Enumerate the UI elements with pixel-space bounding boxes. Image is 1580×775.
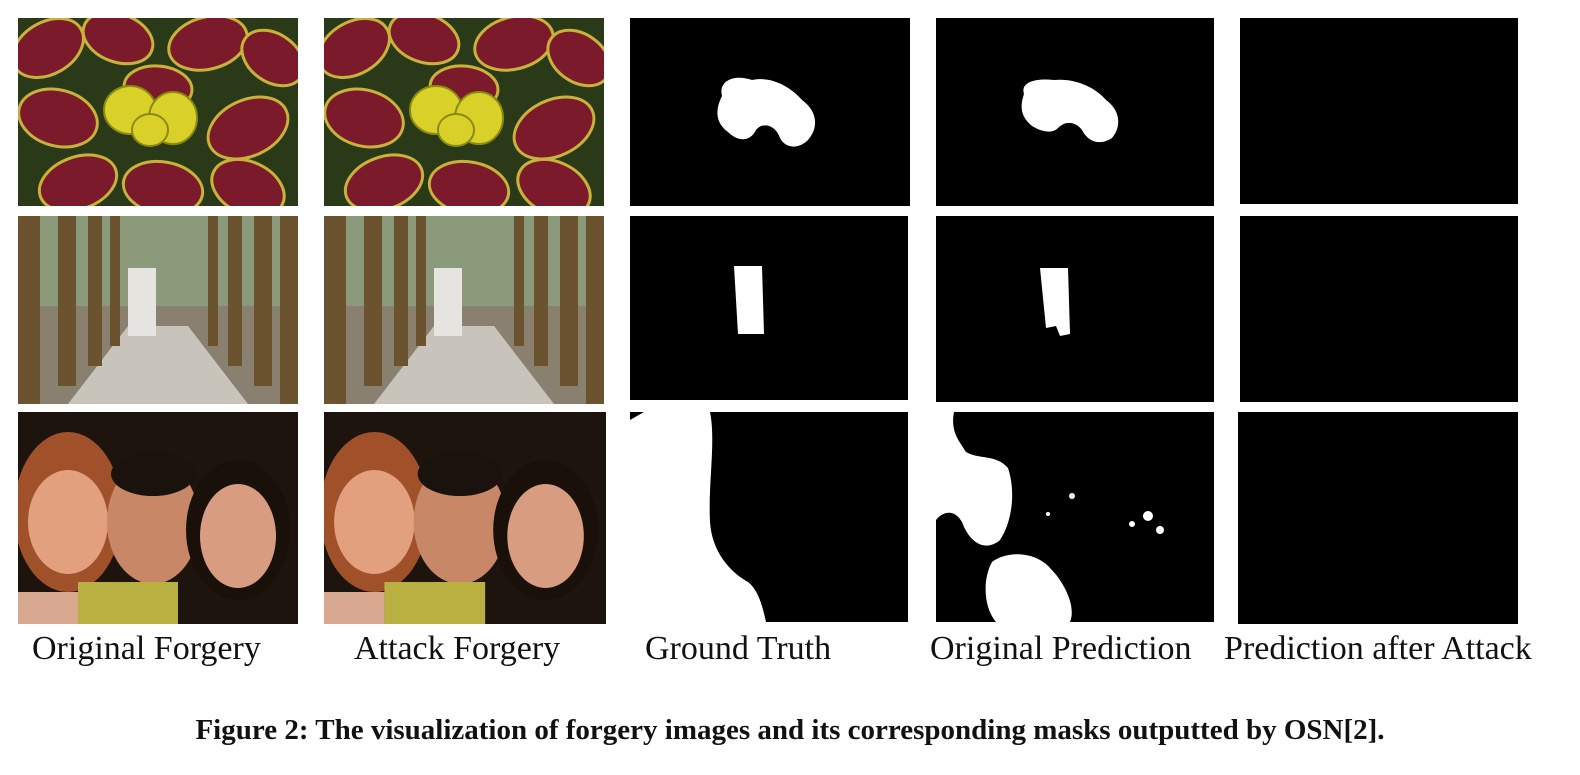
row1-original-prediction-mask [936,18,1214,206]
row3-prediction-after-attack-mask [1238,412,1518,624]
row1-ground-truth-mask [630,18,910,206]
row3-original-prediction-mask [936,412,1214,622]
row2-prediction-after-attack-mask [1240,216,1518,402]
row2-original-forgery-image [18,216,298,404]
row3-attack-forgery-image [324,412,606,624]
label-prediction-after-attack: Prediction after Attack [1224,630,1532,667]
row1-attack-forgery-image [324,18,604,206]
label-ground-truth: Ground Truth [645,630,832,667]
row1-original-forgery-image [18,18,298,206]
figure-caption: Figure 2: The visualization of forgery i… [195,714,1385,746]
label-original-prediction: Original Prediction [930,630,1192,667]
row3-ground-truth-mask [630,412,908,622]
label-original-forgery: Original Forgery [32,630,261,667]
row2-original-prediction-mask [936,216,1214,402]
row3-original-forgery-image [18,412,298,624]
row1-prediction-after-attack-mask [1240,18,1518,204]
label-attack-forgery: Attack Forgery [354,630,561,667]
row2-attack-forgery-image [324,216,604,404]
row2-ground-truth-mask [630,216,908,400]
